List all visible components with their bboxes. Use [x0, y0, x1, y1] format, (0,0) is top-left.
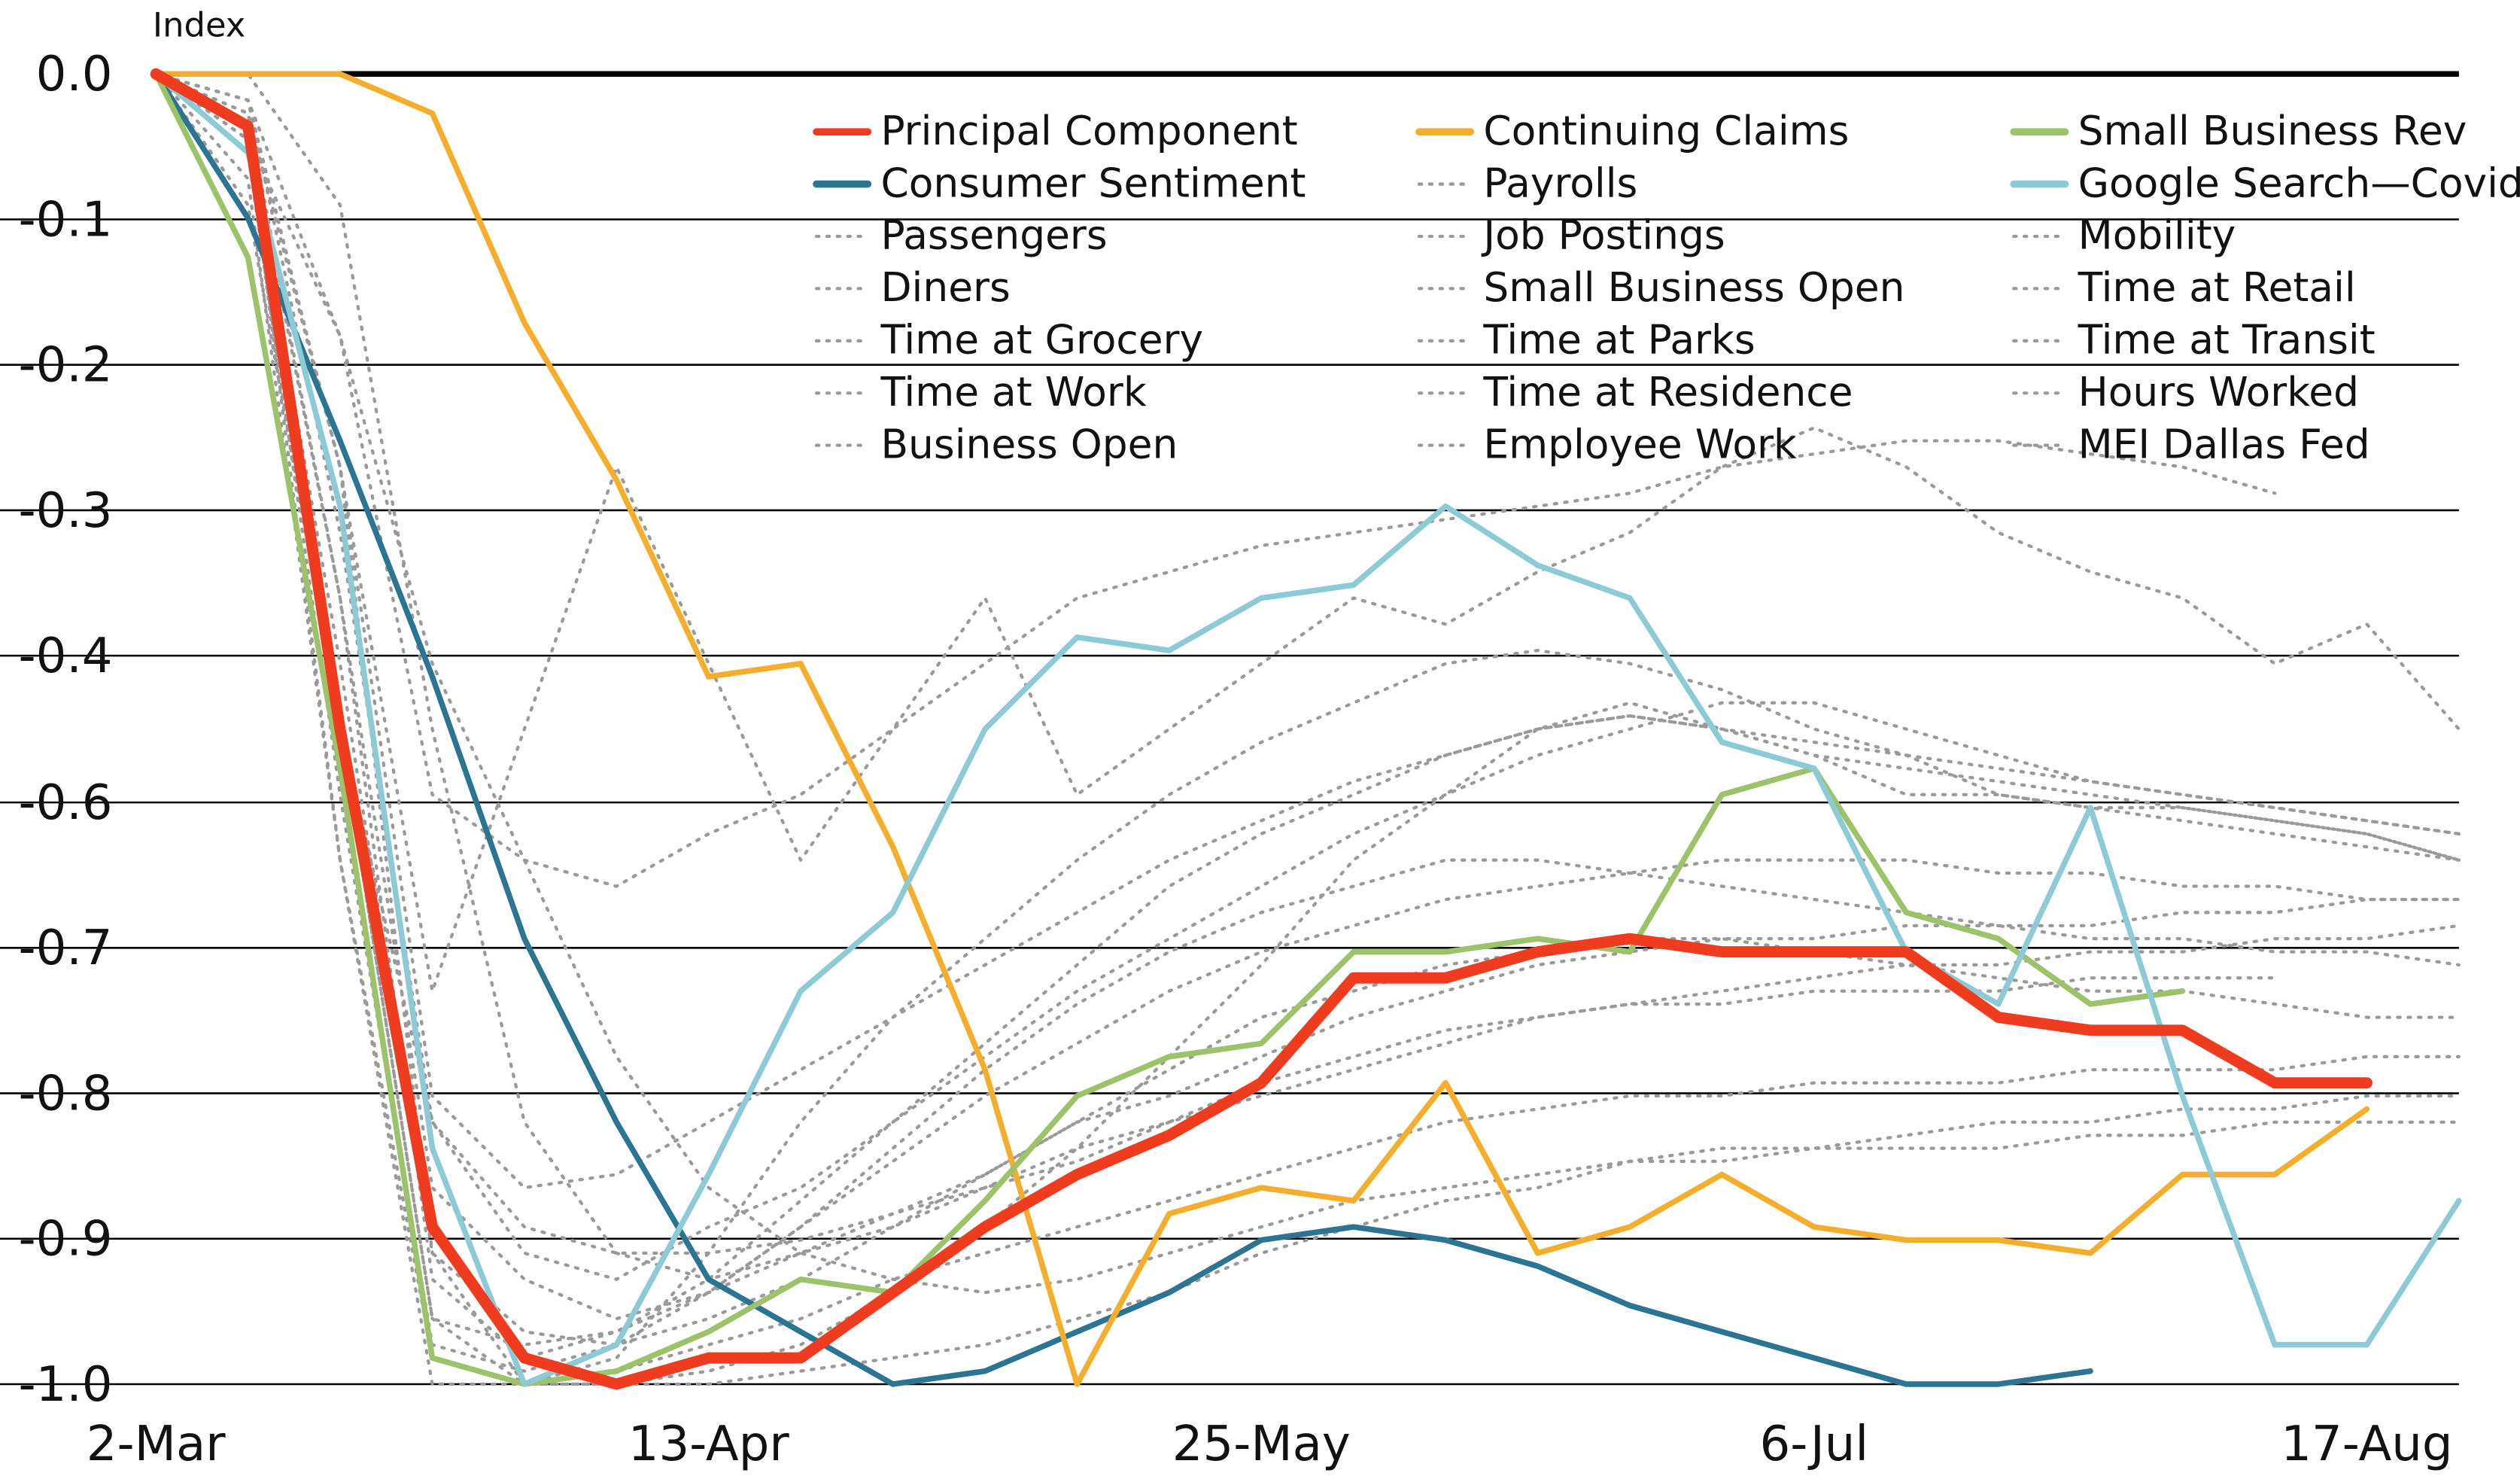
- dotted-series-line: [154, 72, 2461, 1347]
- x-tick-label: 6-Jul: [1759, 1417, 1868, 1472]
- legend: Principal Component Consumer Sentiment Pas…: [813, 107, 2520, 467]
- legend-label: Time at Grocery: [880, 316, 1203, 364]
- legend-label: Continuing Claims: [1483, 107, 1849, 154]
- legend-label: Principal Component: [880, 107, 1297, 154]
- dotted-series-line: [154, 72, 2461, 1347]
- dotted-series-line: [154, 72, 2461, 1373]
- y-tick-label: -0.7: [19, 921, 113, 976]
- y-tick-label: -0.1: [19, 192, 113, 248]
- legend-label: Job Postings: [1481, 212, 1725, 259]
- y-tick-label: -0.2: [19, 338, 113, 394]
- y-tick-label: -0.8: [19, 1066, 113, 1121]
- series-line: [153, 71, 2370, 1387]
- axes: 0.0-0.1-0.2-0.3-0.4-0.6-0.7-0.8-0.9-1.02…: [19, 47, 2453, 1472]
- legend-label: MEI Dallas Fed: [2078, 420, 2370, 467]
- legend-label: Small Business Open: [1483, 263, 1904, 311]
- y-tick-label: -0.6: [19, 775, 113, 831]
- legend-label: Consumer Sentiment: [880, 159, 1306, 206]
- y-tick-label: 0.0: [36, 47, 113, 102]
- legend-label: Time at Parks: [1482, 316, 1755, 364]
- legend-label: Hours Worked: [2078, 368, 2359, 415]
- series-line: [150, 68, 2373, 1390]
- lines: [150, 68, 2462, 1390]
- y-tick-label: -0.3: [19, 483, 113, 539]
- dotted-series-line: [154, 72, 2461, 1386]
- series-line: [153, 71, 2186, 1387]
- x-tick-label: 25-May: [1172, 1417, 1351, 1472]
- dotted-series-line: [154, 72, 2461, 1360]
- legend-label: Diners: [880, 263, 1010, 311]
- grid: [0, 71, 2459, 1386]
- legend-label: Time at Transit: [2078, 316, 2376, 364]
- legend-label: Passengers: [880, 212, 1107, 259]
- dotted-series-line: [154, 72, 2461, 1190]
- legend-label: Small Business Rev: [2078, 107, 2467, 154]
- x-tick-label: 13-Apr: [628, 1417, 790, 1472]
- legend-label: Time at Residence: [1482, 368, 1853, 415]
- y-axis-label: Index: [153, 5, 245, 44]
- series-line: [153, 71, 2093, 1387]
- y-tick-label: -0.4: [19, 628, 113, 684]
- dotted-series-line: [154, 72, 2461, 1255]
- dotted-series-line: [154, 72, 2461, 1281]
- legend-label: Time at Retail: [2078, 263, 2356, 311]
- legend-label: Business Open: [880, 420, 1178, 467]
- dotted-series-line: [154, 72, 2277, 888]
- legend-label: Time at Work: [880, 368, 1146, 415]
- y-tick-label: -1.0: [19, 1357, 113, 1413]
- dotted-series-line: [154, 72, 2277, 1281]
- legend-label: Payrolls: [1483, 159, 1637, 206]
- dotted-series-line: [154, 72, 2461, 1321]
- legend-label: Google Search—Covid: [2078, 159, 2520, 206]
- y-tick-label: -0.9: [19, 1212, 113, 1267]
- series-line: [153, 71, 2462, 1387]
- legend-label: Employee Work: [1483, 420, 1797, 467]
- x-tick-label: 2-Mar: [87, 1417, 226, 1472]
- legend-label: Mobility: [2078, 212, 2236, 259]
- x-tick-label: 17-Aug: [2281, 1417, 2452, 1472]
